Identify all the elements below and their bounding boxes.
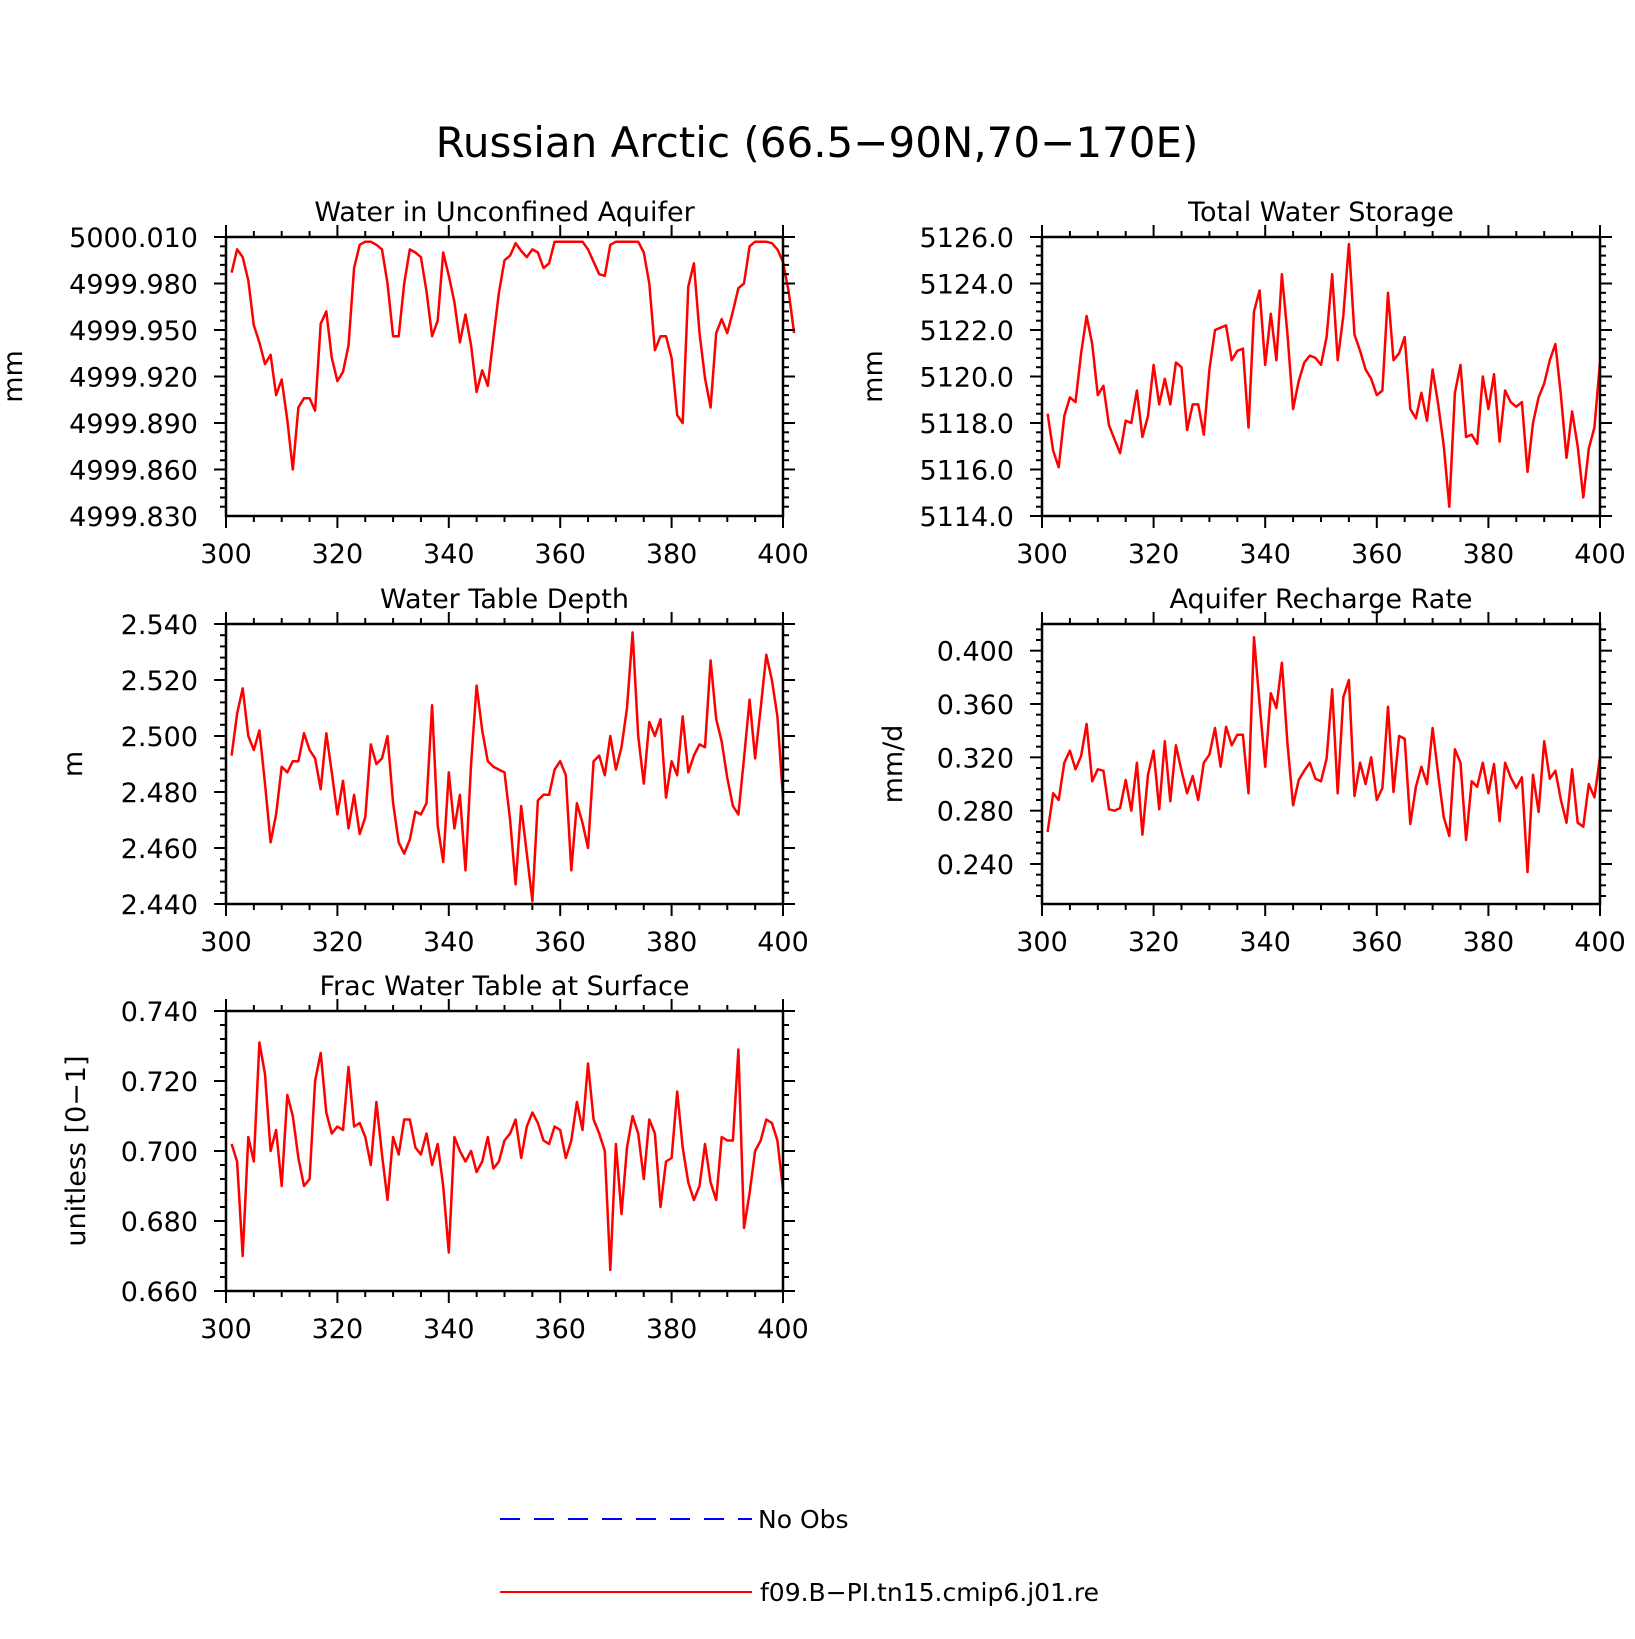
x-tick-label: 300 bbox=[200, 927, 252, 958]
x-tick-label: 360 bbox=[534, 927, 586, 958]
plot-frame bbox=[1040, 235, 1602, 518]
y-tick-label: 0.740 bbox=[121, 997, 198, 1028]
x-tick-label: 400 bbox=[1574, 539, 1626, 570]
y-tick-label: 0.400 bbox=[937, 637, 1014, 668]
y-axis-label: mm bbox=[0, 350, 29, 403]
plot-frame bbox=[224, 235, 785, 518]
panel-title: Total Water Storage bbox=[1187, 197, 1454, 228]
series-line bbox=[230, 631, 785, 903]
x-tick-label: 300 bbox=[200, 539, 252, 570]
x-tick-label: 340 bbox=[423, 927, 475, 958]
series-line bbox=[1046, 636, 1602, 874]
x-tick-label: 360 bbox=[1351, 927, 1403, 958]
y-tick-label: 2.520 bbox=[121, 666, 198, 697]
panel-0: 300 320 340 360 380 400 4999.830 4999.860 4999.8… bbox=[0, 197, 809, 570]
y-tick-label: 4999.830 bbox=[69, 502, 198, 533]
y-tick-label: 0.240 bbox=[937, 850, 1014, 881]
y-tick-label: 5114.0 bbox=[920, 502, 1014, 533]
y-axis-label: mm/d bbox=[878, 725, 909, 804]
x-tick-label: 360 bbox=[534, 1314, 586, 1345]
panel-title: Aquifer Recharge Rate bbox=[1169, 584, 1472, 615]
plot-frame bbox=[1040, 622, 1602, 906]
panel-1: 300 320 340 360 380 400 5114.0 5116.0 5118.0 5120… bbox=[858, 197, 1626, 570]
y-tick-label: 5000.010 bbox=[69, 223, 198, 254]
y-tick-label: 5126.0 bbox=[920, 223, 1014, 254]
y-tick-label: 5118.0 bbox=[920, 409, 1014, 440]
legend-label-no-obs: No Obs bbox=[758, 1505, 849, 1534]
y-tick-label: 4999.920 bbox=[69, 363, 198, 394]
x-tick-label: 360 bbox=[1351, 539, 1403, 570]
plot-frame bbox=[224, 622, 785, 906]
x-tick-label: 400 bbox=[757, 927, 809, 958]
x-tick-label: 380 bbox=[1463, 927, 1515, 958]
y-tick-label: 0.360 bbox=[937, 690, 1014, 721]
x-tick-label: 300 bbox=[1016, 539, 1068, 570]
plot-frame bbox=[224, 1009, 785, 1293]
x-tick-label: 320 bbox=[1128, 927, 1180, 958]
y-tick-label: 0.280 bbox=[937, 797, 1014, 828]
y-tick-label: 5122.0 bbox=[920, 316, 1014, 347]
y-tick-label: 4999.980 bbox=[69, 270, 198, 301]
x-tick-label: 300 bbox=[200, 1314, 252, 1345]
y-tick-label: 2.500 bbox=[121, 722, 198, 753]
y-tick-label: 2.480 bbox=[121, 778, 198, 809]
series-line bbox=[1046, 242, 1602, 508]
panel-3: 300 320 340 360 380 400 0.240 0.280 0.320 0.360 0.… bbox=[878, 584, 1626, 958]
panel-title: Frac Water Table at Surface bbox=[319, 971, 689, 1002]
y-tick-label: 4999.860 bbox=[69, 456, 198, 487]
y-axis-label: m bbox=[58, 751, 89, 777]
y-axis-label: unitless [0−1] bbox=[61, 1055, 92, 1246]
panel-title: Water in Unconfined Aquifer bbox=[314, 197, 695, 228]
x-tick-label: 320 bbox=[312, 1314, 364, 1345]
y-tick-label: 0.700 bbox=[121, 1137, 198, 1168]
x-tick-label: 400 bbox=[757, 539, 809, 570]
panels: 300 320 340 360 380 400 4999.830 4999.860 4999.8… bbox=[0, 197, 1626, 1345]
x-tick-label: 360 bbox=[534, 539, 586, 570]
x-tick-label: 400 bbox=[1574, 927, 1626, 958]
x-tick-label: 320 bbox=[312, 539, 364, 570]
x-tick-label: 400 bbox=[757, 1314, 809, 1345]
y-axis-label: mm bbox=[858, 350, 889, 403]
series-line bbox=[230, 1041, 785, 1272]
y-tick-label: 0.660 bbox=[121, 1277, 198, 1308]
y-tick-label: 4999.890 bbox=[69, 409, 198, 440]
legend: No Obs f09.B−PI.tn15.cmip6.j01.re bbox=[500, 1505, 1099, 1607]
y-tick-label: 2.440 bbox=[121, 890, 198, 921]
x-tick-label: 340 bbox=[1239, 539, 1291, 570]
panel-4: 300 320 340 360 380 400 0.660 0.680 0.700 0.720 0.… bbox=[61, 971, 809, 1345]
y-tick-label: 2.540 bbox=[121, 610, 198, 641]
legend-label-model: f09.B−PI.tn15.cmip6.j01.re bbox=[760, 1578, 1099, 1607]
x-tick-label: 380 bbox=[646, 1314, 698, 1345]
y-tick-label: 5120.0 bbox=[920, 363, 1014, 394]
x-tick-label: 320 bbox=[1128, 539, 1180, 570]
y-tick-label: 2.460 bbox=[121, 834, 198, 865]
x-tick-label: 340 bbox=[1239, 927, 1291, 958]
y-tick-label: 0.720 bbox=[121, 1067, 198, 1098]
x-tick-label: 380 bbox=[646, 539, 698, 570]
x-tick-label: 380 bbox=[646, 927, 698, 958]
y-tick-label: 0.680 bbox=[121, 1207, 198, 1238]
series-line bbox=[230, 240, 796, 471]
x-tick-label: 320 bbox=[312, 927, 364, 958]
x-tick-label: 340 bbox=[423, 1314, 475, 1345]
figure-title: Russian Arctic (66.5−90N,70−170E) bbox=[436, 118, 1199, 167]
y-tick-label: 4999.950 bbox=[69, 316, 198, 347]
x-tick-label: 340 bbox=[423, 539, 475, 570]
y-tick-label: 5116.0 bbox=[920, 456, 1014, 487]
y-tick-label: 0.320 bbox=[937, 743, 1014, 774]
panel-2: 300 320 340 360 380 400 2.440 2.460 2.480 2.500 2.… bbox=[58, 584, 809, 958]
panel-title: Water Table Depth bbox=[380, 584, 629, 615]
x-tick-label: 300 bbox=[1016, 927, 1068, 958]
y-tick-label: 5124.0 bbox=[920, 270, 1014, 301]
x-tick-label: 380 bbox=[1463, 539, 1515, 570]
